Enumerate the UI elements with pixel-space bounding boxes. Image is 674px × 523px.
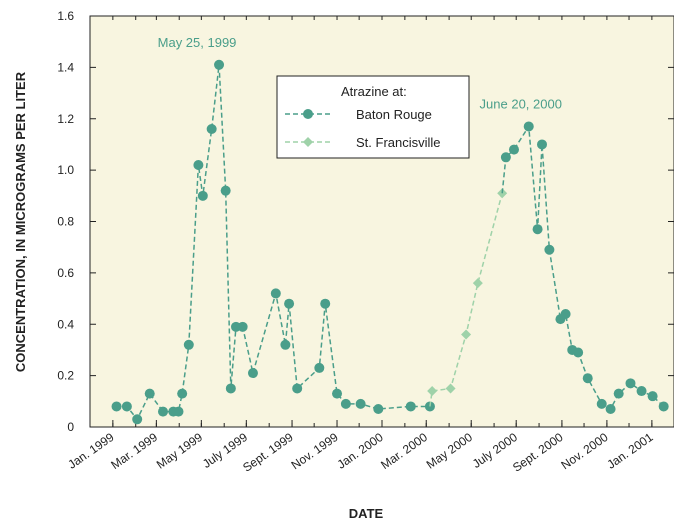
x-tick-label: Sept. 2000 bbox=[510, 430, 566, 475]
legend-label: St. Francisville bbox=[356, 135, 441, 150]
data-point bbox=[373, 404, 384, 415]
annotations: May 25, 1999 June 20, 2000 bbox=[158, 35, 562, 112]
x-tick-label: Nov. 1999 bbox=[289, 430, 341, 473]
annotation-label: June 20, 2000 bbox=[480, 96, 562, 111]
data-point bbox=[314, 362, 325, 373]
y-tick-label: 1.0 bbox=[57, 163, 74, 177]
data-point bbox=[613, 388, 624, 399]
data-point bbox=[206, 124, 217, 135]
data-point bbox=[270, 288, 281, 299]
data-point bbox=[332, 388, 343, 399]
series-layer bbox=[111, 59, 669, 425]
y-tick-label: 1.6 bbox=[57, 9, 74, 23]
legend-items: Baton Rouge St. Francisville bbox=[285, 107, 441, 150]
data-point bbox=[121, 401, 132, 412]
x-tick-label: Mar. 2000 bbox=[378, 430, 430, 472]
x-tick-label: Jan. 2000 bbox=[335, 430, 386, 472]
data-point bbox=[197, 190, 208, 201]
legend-label: Baton Rouge bbox=[356, 107, 432, 122]
data-point bbox=[177, 388, 188, 399]
y-axis: 0 0.2 0.4 0.6 0.8 1.0 1.2 1.4 1.6 bbox=[57, 9, 674, 434]
data-point bbox=[532, 224, 543, 235]
legend: Atrazine at: Baton Rouge St. Francisville bbox=[276, 75, 470, 159]
x-tick-label: May 2000 bbox=[424, 430, 475, 472]
data-point bbox=[625, 378, 636, 389]
data-point bbox=[183, 339, 194, 350]
x-tick-label: Nov. 2000 bbox=[559, 430, 611, 473]
x-tick-label: Jan. 2001 bbox=[604, 430, 655, 472]
data-point bbox=[636, 386, 647, 397]
data-point bbox=[320, 298, 331, 309]
data-point bbox=[247, 368, 258, 379]
data-point bbox=[405, 401, 416, 412]
data-point bbox=[340, 398, 351, 409]
series-baton-rouge bbox=[500, 121, 669, 415]
y-axis-title: CONCENTRATION, IN MICROGRAMS PER LITER bbox=[13, 71, 28, 372]
y-tick-label: 0 bbox=[67, 420, 74, 434]
legend-marker bbox=[303, 109, 313, 119]
data-point bbox=[193, 159, 204, 170]
x-tick-label: Jan. 1999 bbox=[65, 430, 116, 472]
data-point bbox=[461, 329, 472, 340]
data-point bbox=[500, 152, 511, 163]
data-point bbox=[582, 373, 593, 384]
data-point bbox=[472, 278, 483, 289]
annotation-label: May 25, 1999 bbox=[158, 35, 237, 50]
x-tick-label: Mar. 1999 bbox=[108, 430, 160, 472]
data-point bbox=[658, 401, 669, 412]
x-tick-label: May 1999 bbox=[154, 430, 205, 472]
legend-item: Baton Rouge bbox=[285, 107, 432, 122]
y-tick-label: 0.6 bbox=[57, 266, 74, 280]
data-point bbox=[355, 398, 366, 409]
data-point bbox=[158, 406, 168, 417]
data-point bbox=[573, 347, 584, 358]
y-tick-label: 0.4 bbox=[57, 317, 74, 331]
data-point bbox=[605, 404, 616, 415]
data-point bbox=[537, 139, 548, 150]
data-point bbox=[508, 144, 519, 155]
legend-item: St. Francisville bbox=[285, 135, 441, 150]
legend-title: Atrazine at: bbox=[341, 84, 407, 99]
y-tick-label: 0.2 bbox=[57, 369, 74, 383]
x-tick-label: Sept. 1999 bbox=[240, 430, 296, 475]
data-point bbox=[173, 406, 184, 417]
data-point bbox=[144, 388, 155, 399]
data-point bbox=[647, 391, 658, 402]
data-point bbox=[284, 298, 295, 309]
data-point bbox=[237, 321, 248, 332]
data-point bbox=[225, 383, 236, 394]
data-point bbox=[280, 339, 291, 350]
data-point bbox=[427, 386, 438, 397]
data-point bbox=[560, 308, 571, 319]
legend-marker bbox=[303, 137, 313, 147]
series-baton-rouge bbox=[111, 59, 435, 425]
y-tick-label: 1.2 bbox=[57, 112, 74, 126]
data-point bbox=[523, 121, 534, 132]
y-tick-label: 1.4 bbox=[57, 60, 74, 74]
data-point bbox=[220, 185, 231, 196]
data-point bbox=[544, 244, 555, 255]
data-point bbox=[292, 383, 303, 394]
data-point bbox=[445, 383, 456, 394]
data-point bbox=[596, 398, 607, 409]
data-point bbox=[111, 401, 122, 412]
data-point bbox=[132, 414, 143, 425]
y-tick-label: 0.8 bbox=[57, 215, 74, 229]
x-axis-title: DATE bbox=[349, 506, 384, 521]
data-point bbox=[214, 59, 225, 70]
